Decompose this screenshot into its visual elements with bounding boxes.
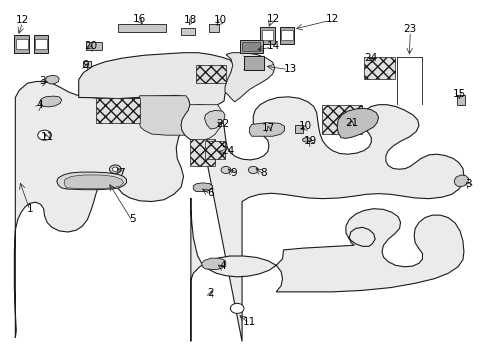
Bar (16, 39, 27, 49)
Circle shape (221, 166, 230, 174)
Text: 12: 12 (266, 14, 280, 24)
Bar (209, 24, 219, 32)
Bar (260, 27, 274, 44)
Text: 3: 3 (465, 179, 471, 189)
Bar (241, 41, 260, 51)
Polygon shape (249, 123, 284, 136)
Text: 10: 10 (213, 15, 226, 26)
Polygon shape (321, 105, 361, 134)
Text: 8: 8 (260, 168, 267, 178)
Polygon shape (193, 183, 212, 192)
Circle shape (38, 130, 51, 140)
Bar (295, 125, 303, 133)
Polygon shape (79, 53, 235, 142)
Polygon shape (204, 111, 224, 129)
Text: 22: 22 (216, 120, 229, 129)
Text: 17: 17 (262, 123, 275, 133)
Text: 11: 11 (41, 132, 54, 142)
Bar (456, 95, 465, 105)
Polygon shape (64, 175, 123, 189)
Polygon shape (40, 96, 61, 107)
Polygon shape (96, 98, 140, 123)
Text: 5: 5 (129, 215, 135, 224)
Text: 12: 12 (16, 15, 29, 26)
Text: 18: 18 (184, 15, 197, 26)
Polygon shape (224, 53, 274, 102)
Text: 15: 15 (451, 89, 465, 99)
Text: 9: 9 (230, 168, 237, 178)
Text: 2: 2 (206, 288, 213, 298)
Bar (35, 39, 47, 49)
Text: 3: 3 (39, 76, 45, 86)
Polygon shape (181, 105, 222, 141)
Text: 16: 16 (133, 14, 146, 24)
Bar (34, 36, 48, 53)
Bar (118, 24, 166, 32)
Circle shape (112, 167, 118, 171)
Text: 4: 4 (36, 100, 43, 110)
Text: 14: 14 (266, 41, 280, 50)
Circle shape (230, 303, 244, 314)
Text: 23: 23 (403, 24, 416, 35)
Text: 12: 12 (325, 14, 338, 24)
Bar (261, 30, 273, 40)
Polygon shape (204, 141, 224, 159)
Text: 6: 6 (206, 188, 213, 198)
Polygon shape (189, 139, 215, 166)
Bar (86, 41, 102, 50)
Text: 11: 11 (242, 317, 256, 327)
Text: 20: 20 (84, 41, 97, 50)
Bar (279, 27, 294, 44)
Polygon shape (14, 81, 190, 338)
Text: 10: 10 (298, 121, 311, 131)
Text: 4: 4 (219, 261, 225, 271)
Bar (243, 56, 264, 69)
Polygon shape (201, 258, 225, 270)
Ellipse shape (302, 138, 311, 142)
Polygon shape (363, 57, 394, 79)
Text: 19: 19 (303, 136, 316, 145)
Polygon shape (453, 175, 468, 186)
Polygon shape (195, 65, 225, 83)
Bar (281, 30, 292, 40)
Bar (82, 61, 91, 67)
Polygon shape (190, 198, 463, 341)
Text: 1: 1 (26, 204, 33, 214)
Bar (239, 40, 263, 53)
Text: 24: 24 (221, 146, 234, 156)
Polygon shape (45, 75, 59, 84)
Text: 9: 9 (82, 60, 89, 70)
Polygon shape (195, 97, 463, 341)
Text: 13: 13 (284, 64, 297, 74)
Bar (181, 28, 194, 35)
Text: 7: 7 (118, 168, 124, 178)
Text: 21: 21 (345, 118, 358, 128)
Text: 24: 24 (364, 53, 377, 63)
Bar (14, 36, 29, 53)
Circle shape (248, 166, 258, 174)
Circle shape (109, 165, 121, 174)
Polygon shape (336, 108, 378, 138)
Polygon shape (57, 172, 126, 190)
Polygon shape (140, 96, 189, 135)
